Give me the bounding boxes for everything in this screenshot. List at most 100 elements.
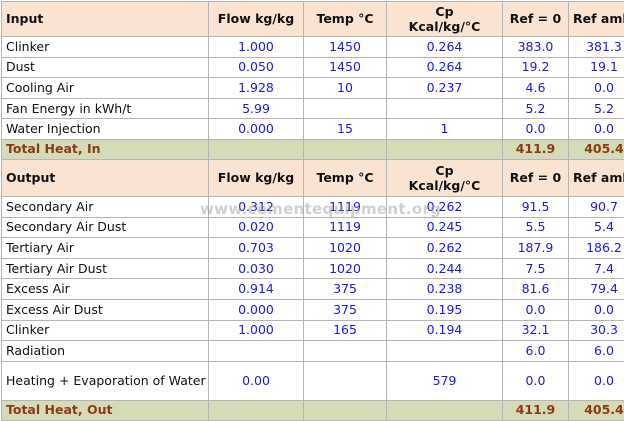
- temp-value: 1119: [304, 217, 387, 238]
- ref0-value: 0.0: [503, 119, 569, 140]
- refamb-value: 7.4: [569, 258, 624, 279]
- flow-value: 0.312: [209, 196, 304, 217]
- temp-value: 1450: [304, 37, 387, 58]
- flow-value: 0.030: [209, 258, 304, 279]
- row-label: Secondary Air: [2, 196, 209, 217]
- ref0-header: Ref = 0: [503, 159, 569, 196]
- cp-value: 0.264: [387, 57, 503, 78]
- refamb-value: 6.0: [569, 341, 624, 362]
- cp-value: 0.195: [387, 299, 503, 320]
- row-label: Heating + Evaporation of Water: [2, 361, 209, 400]
- ref0-value: 7.5: [503, 258, 569, 279]
- input-total-label: Total Heat, In: [2, 139, 209, 159]
- output-total-refamb: 405.4: [569, 400, 624, 420]
- refamb-value: 381.3: [569, 37, 624, 58]
- refamb-value: 0.0: [569, 361, 624, 400]
- output-header-label: Output: [2, 159, 209, 196]
- refamb-value: 30.3: [569, 320, 624, 341]
- cp-value: 0.238: [387, 279, 503, 300]
- cp-value: 0.244: [387, 258, 503, 279]
- ref0-header: Ref = 0: [503, 2, 569, 37]
- flow-value: 5.99: [209, 98, 304, 119]
- ref0-value: 0.0: [503, 361, 569, 400]
- flow-value: 0.020: [209, 217, 304, 238]
- temp-value: [304, 98, 387, 119]
- flow-value: 0.000: [209, 119, 304, 140]
- row-label: Excess Air: [2, 279, 209, 300]
- temp-header: Temp °C: [304, 2, 387, 37]
- cp-value: [387, 341, 503, 362]
- flow-value: [209, 341, 304, 362]
- temp-value: [304, 361, 387, 400]
- cp-value: 0.194: [387, 320, 503, 341]
- refamb-header: Ref amb.: [569, 159, 624, 196]
- cp-header-line2: Kcal/kg/°C: [409, 178, 481, 193]
- ref0-value: 5.2: [503, 98, 569, 119]
- cp-value: 579: [387, 361, 503, 400]
- flow-header: Flow kg/kg: [209, 2, 304, 37]
- input-header-label: Input: [2, 2, 209, 37]
- flow-value: 0.914: [209, 279, 304, 300]
- ref0-value: 5.5: [503, 217, 569, 238]
- temp-value: 1450: [304, 57, 387, 78]
- ref0-value: 0.0: [503, 299, 569, 320]
- refamb-value: 79.4: [569, 279, 624, 300]
- ref0-value: 91.5: [503, 196, 569, 217]
- ref0-value: 81.6: [503, 279, 569, 300]
- temp-value: 1020: [304, 258, 387, 279]
- ref0-value: 6.0: [503, 341, 569, 362]
- flow-value: 0.00: [209, 361, 304, 400]
- cp-header-line1: Cp: [435, 163, 453, 178]
- ref0-value: 383.0: [503, 37, 569, 58]
- cp-value: 1: [387, 119, 503, 140]
- flow-value: 1.000: [209, 37, 304, 58]
- temp-value: 375: [304, 299, 387, 320]
- row-label: Cooling Air: [2, 78, 209, 99]
- row-label: Excess Air Dust: [2, 299, 209, 320]
- input-total-ref0: 411.9: [503, 139, 569, 159]
- input-total-row: Total Heat, In 411.9 405.4: [2, 139, 624, 159]
- row-label: Secondary Air Dust: [2, 217, 209, 238]
- output-total-ref0: 411.9: [503, 400, 569, 420]
- cp-value: 0.264: [387, 37, 503, 58]
- row-label: Clinker: [2, 37, 209, 58]
- flow-value: 1.000: [209, 320, 304, 341]
- flow-value: 0.050: [209, 57, 304, 78]
- flow-value: 0.703: [209, 238, 304, 259]
- row-label: Water Injection: [2, 119, 209, 140]
- cp-value: 0.245: [387, 217, 503, 238]
- cp-header-line1: Cp: [435, 4, 453, 19]
- refamb-value: 19.1: [569, 57, 624, 78]
- temp-value: [304, 341, 387, 362]
- row-label: Tertiary Air: [2, 238, 209, 259]
- temp-value: 165: [304, 320, 387, 341]
- refamb-value: 0.0: [569, 78, 624, 99]
- row-label: Dust: [2, 57, 209, 78]
- ref0-value: 32.1: [503, 320, 569, 341]
- ref0-value: 19.2: [503, 57, 569, 78]
- refamb-value: 5.2: [569, 98, 624, 119]
- cp-value: [387, 98, 503, 119]
- cp-header-line2: Kcal/kg/°C: [409, 19, 481, 34]
- temp-value: 375: [304, 279, 387, 300]
- refamb-value: 90.7: [569, 196, 624, 217]
- temp-value: 15: [304, 119, 387, 140]
- flow-value: 1.928: [209, 78, 304, 99]
- input-total-refamb: 405.4: [569, 139, 624, 159]
- refamb-value: 0.0: [569, 119, 624, 140]
- cp-value: 0.262: [387, 238, 503, 259]
- ref0-value: 4.6: [503, 78, 569, 99]
